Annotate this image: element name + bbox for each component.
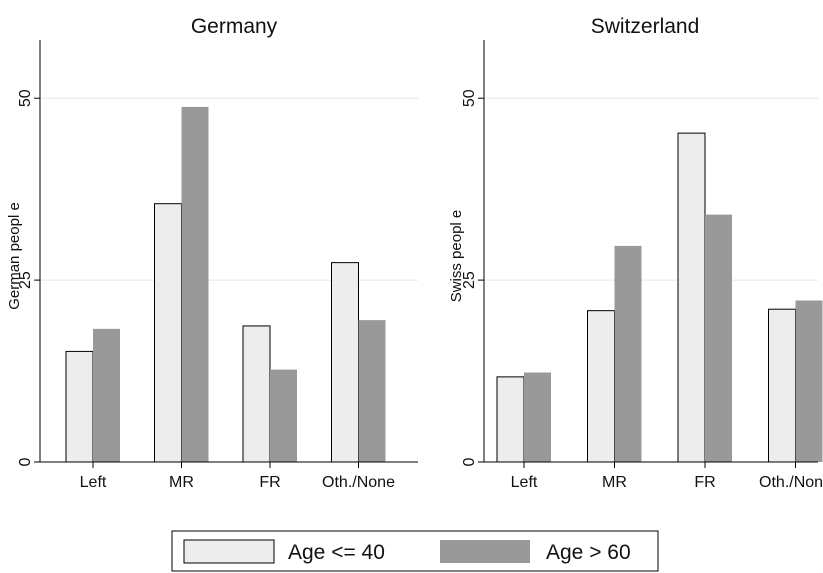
switzerland-x-ticks: Left MR FR Oth./None: [511, 462, 823, 491]
bar-left-age-60: [524, 372, 551, 462]
x-tick-label: MR: [169, 474, 194, 491]
switzerland-bars: [496, 132, 823, 463]
bar-mr-age-40: [587, 310, 615, 463]
legend-swatch-age-40: [183, 539, 275, 564]
bar-oth-none-age-60: [795, 300, 823, 462]
bar-left-age-40: [496, 376, 525, 463]
y-tick-label: 25: [17, 271, 34, 289]
legend: Age <= 40 Age > 60: [171, 530, 659, 572]
legend-label-age-60: Age > 60: [546, 541, 631, 564]
germany-x-ticks: Left MR FR Oth./None: [80, 462, 395, 491]
switzerland-gridlines: [484, 97, 818, 281]
y-tick-label: 50: [461, 89, 478, 107]
y-tick-label: 0: [17, 457, 34, 466]
germany-y-ticks: 0 25 50: [17, 89, 40, 466]
bar-mr-age-40: [154, 203, 182, 463]
switzerland-panel: Switzerland Swiss peopl e 0 25 50 Left MR FR…: [448, 15, 823, 491]
switzerland-y-ticks: 0 25 50: [461, 89, 484, 466]
bar-fr-age-60: [270, 369, 297, 462]
germany-y-axis-label: German peopl e: [6, 202, 23, 310]
x-tick-label: Left: [511, 474, 538, 491]
x-tick-label: FR: [259, 474, 280, 491]
y-tick-label: 0: [461, 457, 478, 466]
switzerland-title: Switzerland: [591, 15, 700, 38]
y-tick-label: 25: [461, 271, 478, 289]
x-tick-label: Oth./None: [322, 474, 395, 491]
bar-oth-none-age-60: [358, 320, 386, 462]
switzerland-y-axis-label: Swiss peopl e: [448, 210, 465, 303]
bar-fr-age-40: [242, 325, 271, 463]
germany-panel: Germany German peopl e 0 25 50 Left MR FR Oth…: [6, 15, 418, 491]
bar-fr-age-40: [677, 132, 706, 463]
x-tick-label: FR: [694, 474, 715, 491]
switzerland-axes: [483, 40, 818, 463]
germany-gridlines: [40, 97, 418, 281]
bar-oth-none-age-40: [768, 308, 796, 463]
germany-title: Germany: [191, 15, 278, 38]
legend-label-age-40: Age <= 40: [288, 541, 385, 564]
x-tick-label: MR: [602, 474, 627, 491]
germany-axes: [39, 40, 418, 463]
bar-mr-age-60: [181, 106, 209, 462]
x-tick-label: Left: [80, 474, 107, 491]
bar-left-age-40: [65, 350, 94, 463]
y-tick-label: 50: [17, 89, 34, 107]
bar-fr-age-60: [705, 214, 732, 462]
germany-bars: [65, 106, 386, 463]
bar-mr-age-60: [614, 245, 642, 462]
x-tick-label: Oth./None: [759, 474, 823, 491]
bar-oth-none-age-40: [331, 262, 359, 463]
legend-swatch-age-60: [440, 540, 530, 563]
bar-left-age-60: [93, 328, 120, 462]
